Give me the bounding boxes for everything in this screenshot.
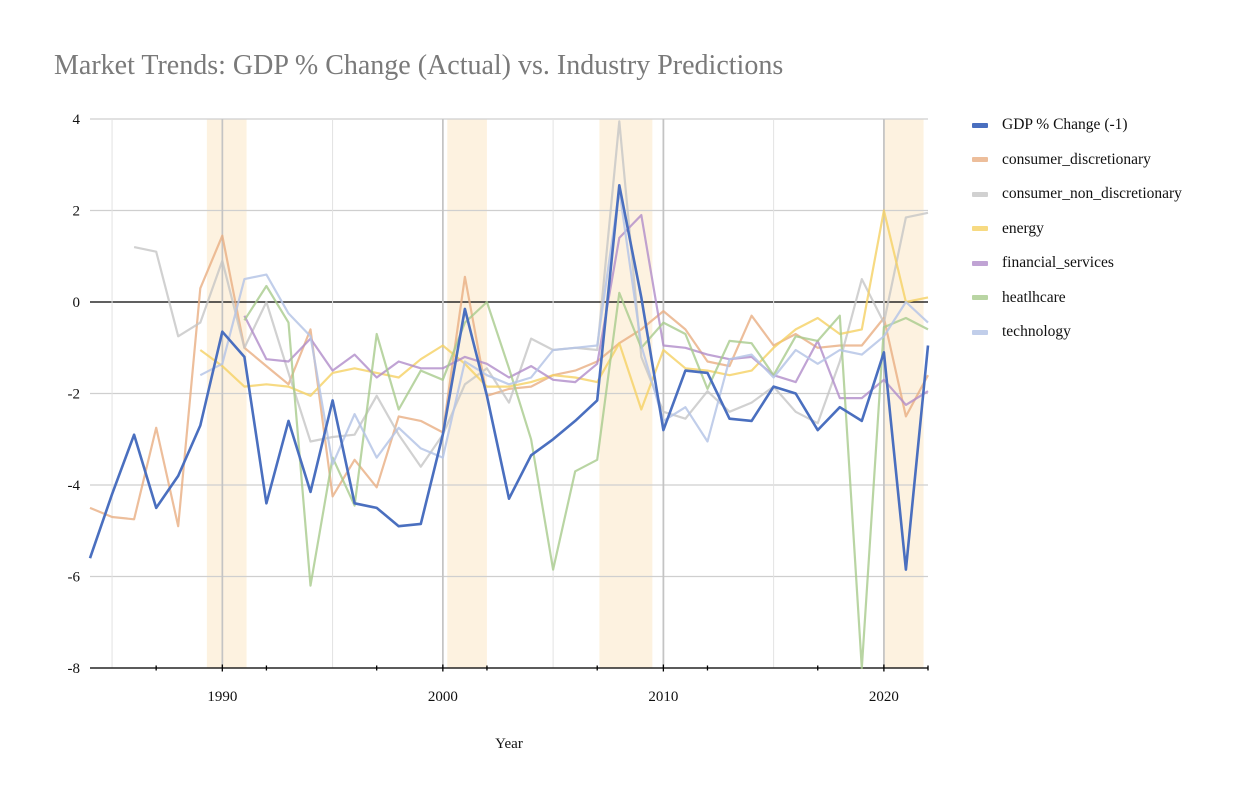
x-tick-label: 1990: [207, 689, 237, 705]
y-tick-label: -4: [68, 478, 81, 494]
series-line-gdp-change-1: [88, 184, 930, 571]
x-tick-label: 2010: [648, 689, 678, 705]
legend-swatch: [972, 226, 988, 232]
series-line-consumer-discretionary: [89, 234, 929, 528]
series-line-energy: [199, 209, 929, 411]
legend-item[interactable]: GDP % Change (-1): [972, 108, 1182, 143]
legend-item[interactable]: heatlhcare: [972, 281, 1182, 316]
axes: 1990 2000 2010 2020 -8 -6 -4 -2 0 2 4: [68, 112, 929, 705]
legend-label: heatlhcare: [1002, 288, 1066, 306]
legend-item[interactable]: consumer_discretionary: [972, 143, 1182, 178]
y-tick-label: -6: [68, 570, 81, 586]
legend-label: energy: [1002, 219, 1044, 237]
x-tick-label: 2000: [428, 689, 458, 705]
x-axis-label: Year: [495, 736, 523, 752]
legend-swatch: [972, 295, 988, 301]
y-tick-label: -8: [68, 661, 81, 677]
y-tick-label: 0: [73, 295, 81, 311]
series-line-technology: [199, 188, 929, 466]
legend-swatch: [972, 191, 988, 197]
series-line-consumer-non-discretionary: [133, 120, 929, 468]
y-tick-label: 4: [73, 112, 81, 128]
series-line-heatlhcare: [243, 284, 929, 670]
chart-title: Market Trends: GDP % Change (Actual) vs.…: [54, 50, 784, 81]
legend-swatch: [972, 260, 988, 266]
legend-item[interactable]: consumer_non_discretionary: [972, 177, 1182, 212]
series-lines: [88, 120, 930, 670]
x-tick-label: 2020: [869, 689, 899, 705]
legend-label: consumer_discretionary: [1002, 150, 1151, 168]
legend-swatch: [972, 157, 988, 163]
legend-swatch: [972, 329, 988, 335]
y-tick-label: 2: [73, 204, 81, 220]
legend-item[interactable]: technology: [972, 315, 1182, 350]
gridlines: [90, 118, 928, 669]
legend-label: GDP % Change (-1): [1002, 116, 1128, 134]
legend-label: consumer_non_discretionary: [1002, 185, 1182, 203]
legend-item[interactable]: energy: [972, 212, 1182, 247]
legend-label: technology: [1002, 323, 1071, 341]
legend-item[interactable]: financial_services: [972, 246, 1182, 281]
legend-label: financial_services: [1002, 254, 1114, 272]
series-line-financial-services: [243, 214, 929, 406]
y-tick-label: -2: [68, 387, 81, 403]
legend-swatch: [972, 122, 988, 128]
